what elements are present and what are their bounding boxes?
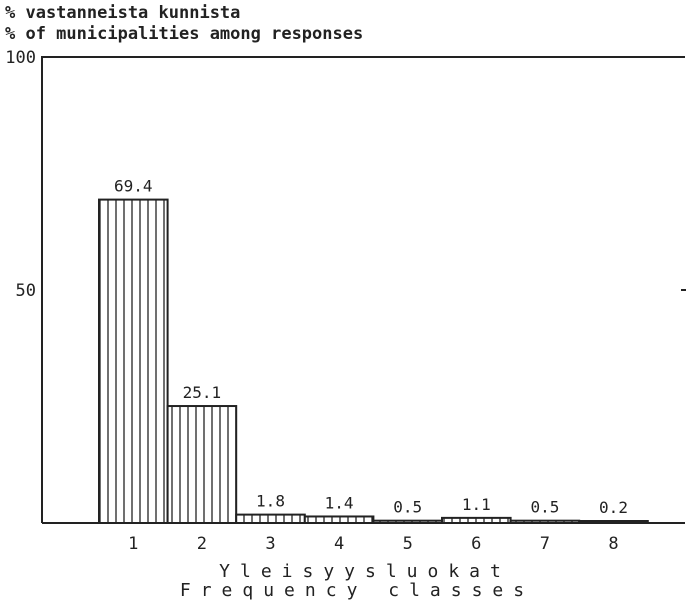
bar-2	[166, 405, 238, 524]
x-tick-label-6: 6	[471, 534, 481, 554]
y-tick-label-100: 100	[5, 48, 36, 68]
data-label-1: 69.4	[114, 177, 153, 196]
data-label-2: 25.1	[183, 383, 222, 402]
data-label-5: 0.5	[393, 498, 422, 517]
plot-frame	[41, 56, 685, 523]
y-axis-label-finnish: % vastanneista kunnista	[5, 3, 240, 23]
data-label-7: 0.5	[530, 498, 559, 517]
y-tick-label-50: 50	[16, 281, 36, 301]
bar-7	[509, 519, 581, 524]
data-labels: 69.4 25.1 1.8 1.4 0.5 1.1 0.5 0.2	[114, 177, 628, 517]
bar-5	[372, 519, 443, 524]
bar-6	[441, 516, 512, 525]
bars	[98, 198, 649, 525]
data-label-3: 1.8	[256, 492, 285, 511]
data-label-8: 0.2	[599, 498, 628, 517]
x-tick-label-1: 1	[128, 534, 138, 554]
y-axis-label-english: % of municipalities among responses	[5, 24, 363, 44]
x-tick-labels: 1 2 3 4 5 6 7 8	[128, 534, 618, 554]
x-tick-label-2: 2	[197, 534, 207, 554]
x-tick-label-4: 4	[334, 534, 344, 554]
bar-3	[235, 513, 306, 524]
bar-1	[98, 198, 169, 524]
x-tick-label-8: 8	[608, 534, 618, 554]
data-label-4: 1.4	[325, 493, 354, 512]
x-axis-label-english: Frequency classes	[180, 580, 534, 601]
bar-8	[578, 520, 649, 524]
bar-4	[303, 515, 375, 525]
data-label-6: 1.1	[462, 495, 491, 514]
x-axis-label-finnish: Yleisyysluokat	[219, 561, 511, 582]
x-tick-label-7: 7	[540, 534, 550, 554]
x-tick-label-5: 5	[403, 534, 413, 554]
x-tick-label-3: 3	[265, 534, 275, 554]
